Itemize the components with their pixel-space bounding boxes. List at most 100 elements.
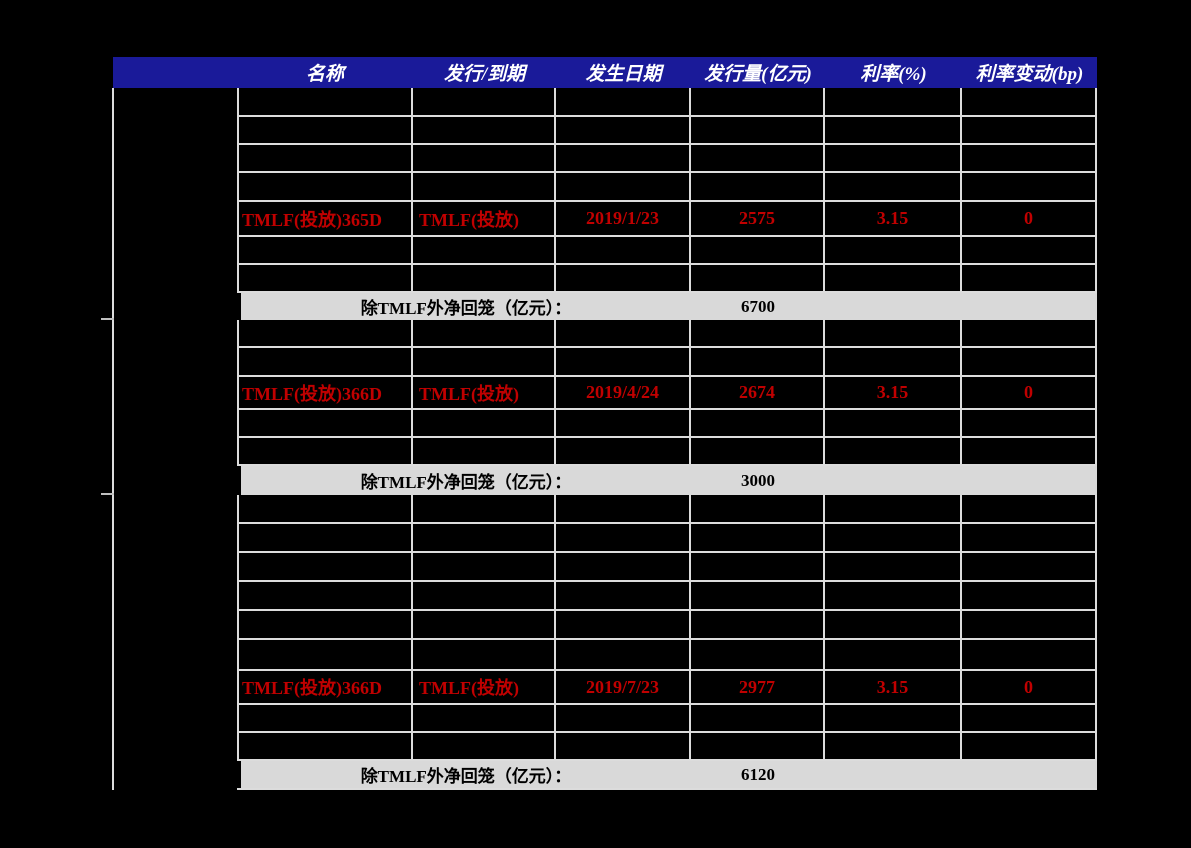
section-divider-tick: [101, 318, 114, 320]
empty-cell: [413, 495, 556, 524]
summary-row: 除TMLF外净回笼（亿元）： 6120: [113, 761, 1097, 790]
row-label-spacer: [113, 293, 237, 320]
empty-cell: [962, 495, 1097, 524]
empty-cell: [962, 705, 1097, 733]
empty-row: [113, 733, 1097, 761]
empty-cell: [825, 524, 962, 553]
empty-row: [113, 237, 1097, 265]
tmlf-row: TMLF(投放)366D TMLF(投放) 2019/4/24 2674 3.1…: [113, 377, 1097, 410]
empty-cell: [237, 348, 413, 377]
empty-cell: [556, 582, 691, 611]
empty-cell: [962, 553, 1097, 582]
empty-row: [113, 553, 1097, 582]
empty-cell: [413, 173, 556, 202]
tmlf-volume-cell: 2977: [691, 671, 825, 705]
empty-cell: [413, 265, 556, 293]
row-label-spacer: [113, 410, 237, 438]
row-label-spacer: [113, 705, 237, 733]
empty-row: [113, 495, 1097, 524]
empty-cell: [825, 237, 962, 265]
tmlf-name-cell: TMLF(投放)366D: [237, 377, 413, 410]
empty-cell: [556, 173, 691, 202]
empty-cell: [962, 611, 1097, 640]
empty-cell: [962, 320, 1097, 348]
summary-label: 除TMLF外净回笼（亿元）：: [360, 299, 572, 318]
row-label-spacer: [113, 466, 237, 495]
summary-left-gap: [237, 761, 241, 790]
empty-cell: [556, 495, 691, 524]
table-header-row: 名称 发行/到期 发生日期 发行量(亿元) 利率(%) 利率变动(bp): [113, 57, 1097, 88]
empty-cell: [237, 640, 413, 671]
empty-cell: [825, 410, 962, 438]
col-header-name: 名称: [305, 64, 344, 85]
empty-cell: [413, 88, 556, 117]
empty-cell: [962, 524, 1097, 553]
summary-band: 除TMLF外净回笼（亿元）： 6700: [241, 293, 1097, 320]
empty-row: [113, 611, 1097, 640]
empty-cell: [691, 733, 825, 761]
empty-cell: [691, 410, 825, 438]
tmlf-name-cell: TMLF(投放)366D: [237, 671, 413, 705]
summary-left-gap: [237, 466, 241, 495]
table-left-border: [112, 88, 114, 790]
summary-left-gap: [237, 293, 241, 320]
empty-cell: [825, 553, 962, 582]
empty-cell: [556, 553, 691, 582]
empty-cell: [691, 237, 825, 265]
empty-cell: [691, 117, 825, 145]
tmlf-rate-cell: 3.15: [825, 202, 962, 237]
empty-cell: [413, 348, 556, 377]
empty-cell: [556, 640, 691, 671]
empty-cell: [237, 524, 413, 553]
empty-cell: [413, 705, 556, 733]
empty-cell: [237, 582, 413, 611]
empty-cell: [413, 320, 556, 348]
empty-cell: [691, 524, 825, 553]
empty-row: [113, 705, 1097, 733]
empty-cell: [556, 524, 691, 553]
row-label-spacer: [113, 348, 237, 377]
row-label-spacer: [113, 640, 237, 671]
empty-cell: [825, 611, 962, 640]
row-label-spacer: [113, 495, 237, 524]
col-header-rate-change: 利率变动(bp): [975, 64, 1084, 85]
empty-cell: [556, 320, 691, 348]
tmlf-type-cell: TMLF(投放): [413, 671, 556, 705]
row-label-spacer: [113, 761, 237, 790]
empty-row: [113, 524, 1097, 553]
empty-cell: [691, 145, 825, 173]
row-label-spacer: [113, 173, 237, 202]
empty-cell: [237, 117, 413, 145]
empty-cell: [825, 145, 962, 173]
empty-cell: [825, 495, 962, 524]
empty-cell: [413, 438, 556, 466]
empty-cell: [237, 410, 413, 438]
empty-cell: [962, 410, 1097, 438]
empty-cell: [556, 611, 691, 640]
empty-row: [113, 88, 1097, 117]
empty-cell: [962, 88, 1097, 117]
tmlf-name-cell: TMLF(投放)365D: [237, 202, 413, 237]
row-label-spacer: [113, 733, 237, 761]
empty-cell: [962, 438, 1097, 466]
tmlf-rate-change-cell: 0: [962, 202, 1097, 237]
summary-label: 除TMLF外净回笼（亿元）：: [360, 767, 572, 786]
empty-cell: [413, 410, 556, 438]
empty-cell: [237, 145, 413, 173]
empty-cell: [413, 582, 556, 611]
empty-cell: [237, 705, 413, 733]
empty-cell: [556, 117, 691, 145]
empty-cell: [413, 733, 556, 761]
empty-cell: [825, 88, 962, 117]
empty-cell: [413, 553, 556, 582]
empty-row: [113, 348, 1097, 377]
empty-cell: [556, 410, 691, 438]
empty-cell: [237, 733, 413, 761]
empty-cell: [413, 145, 556, 173]
row-label-spacer: [113, 524, 237, 553]
empty-cell: [825, 733, 962, 761]
col-header-rate: 利率(%): [860, 64, 927, 85]
empty-cell: [556, 265, 691, 293]
empty-cell: [691, 705, 825, 733]
